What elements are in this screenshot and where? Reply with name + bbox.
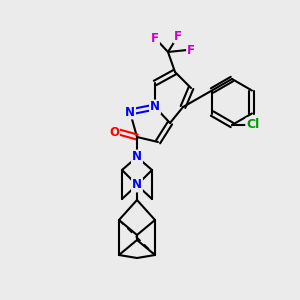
Text: N: N — [132, 178, 142, 191]
Text: Cl: Cl — [246, 118, 260, 131]
Text: N: N — [150, 100, 160, 113]
Text: F: F — [174, 29, 182, 43]
Text: F: F — [187, 44, 195, 56]
Text: N: N — [125, 106, 135, 118]
Text: O: O — [109, 125, 119, 139]
Text: F: F — [151, 32, 159, 44]
Text: N: N — [132, 151, 142, 164]
